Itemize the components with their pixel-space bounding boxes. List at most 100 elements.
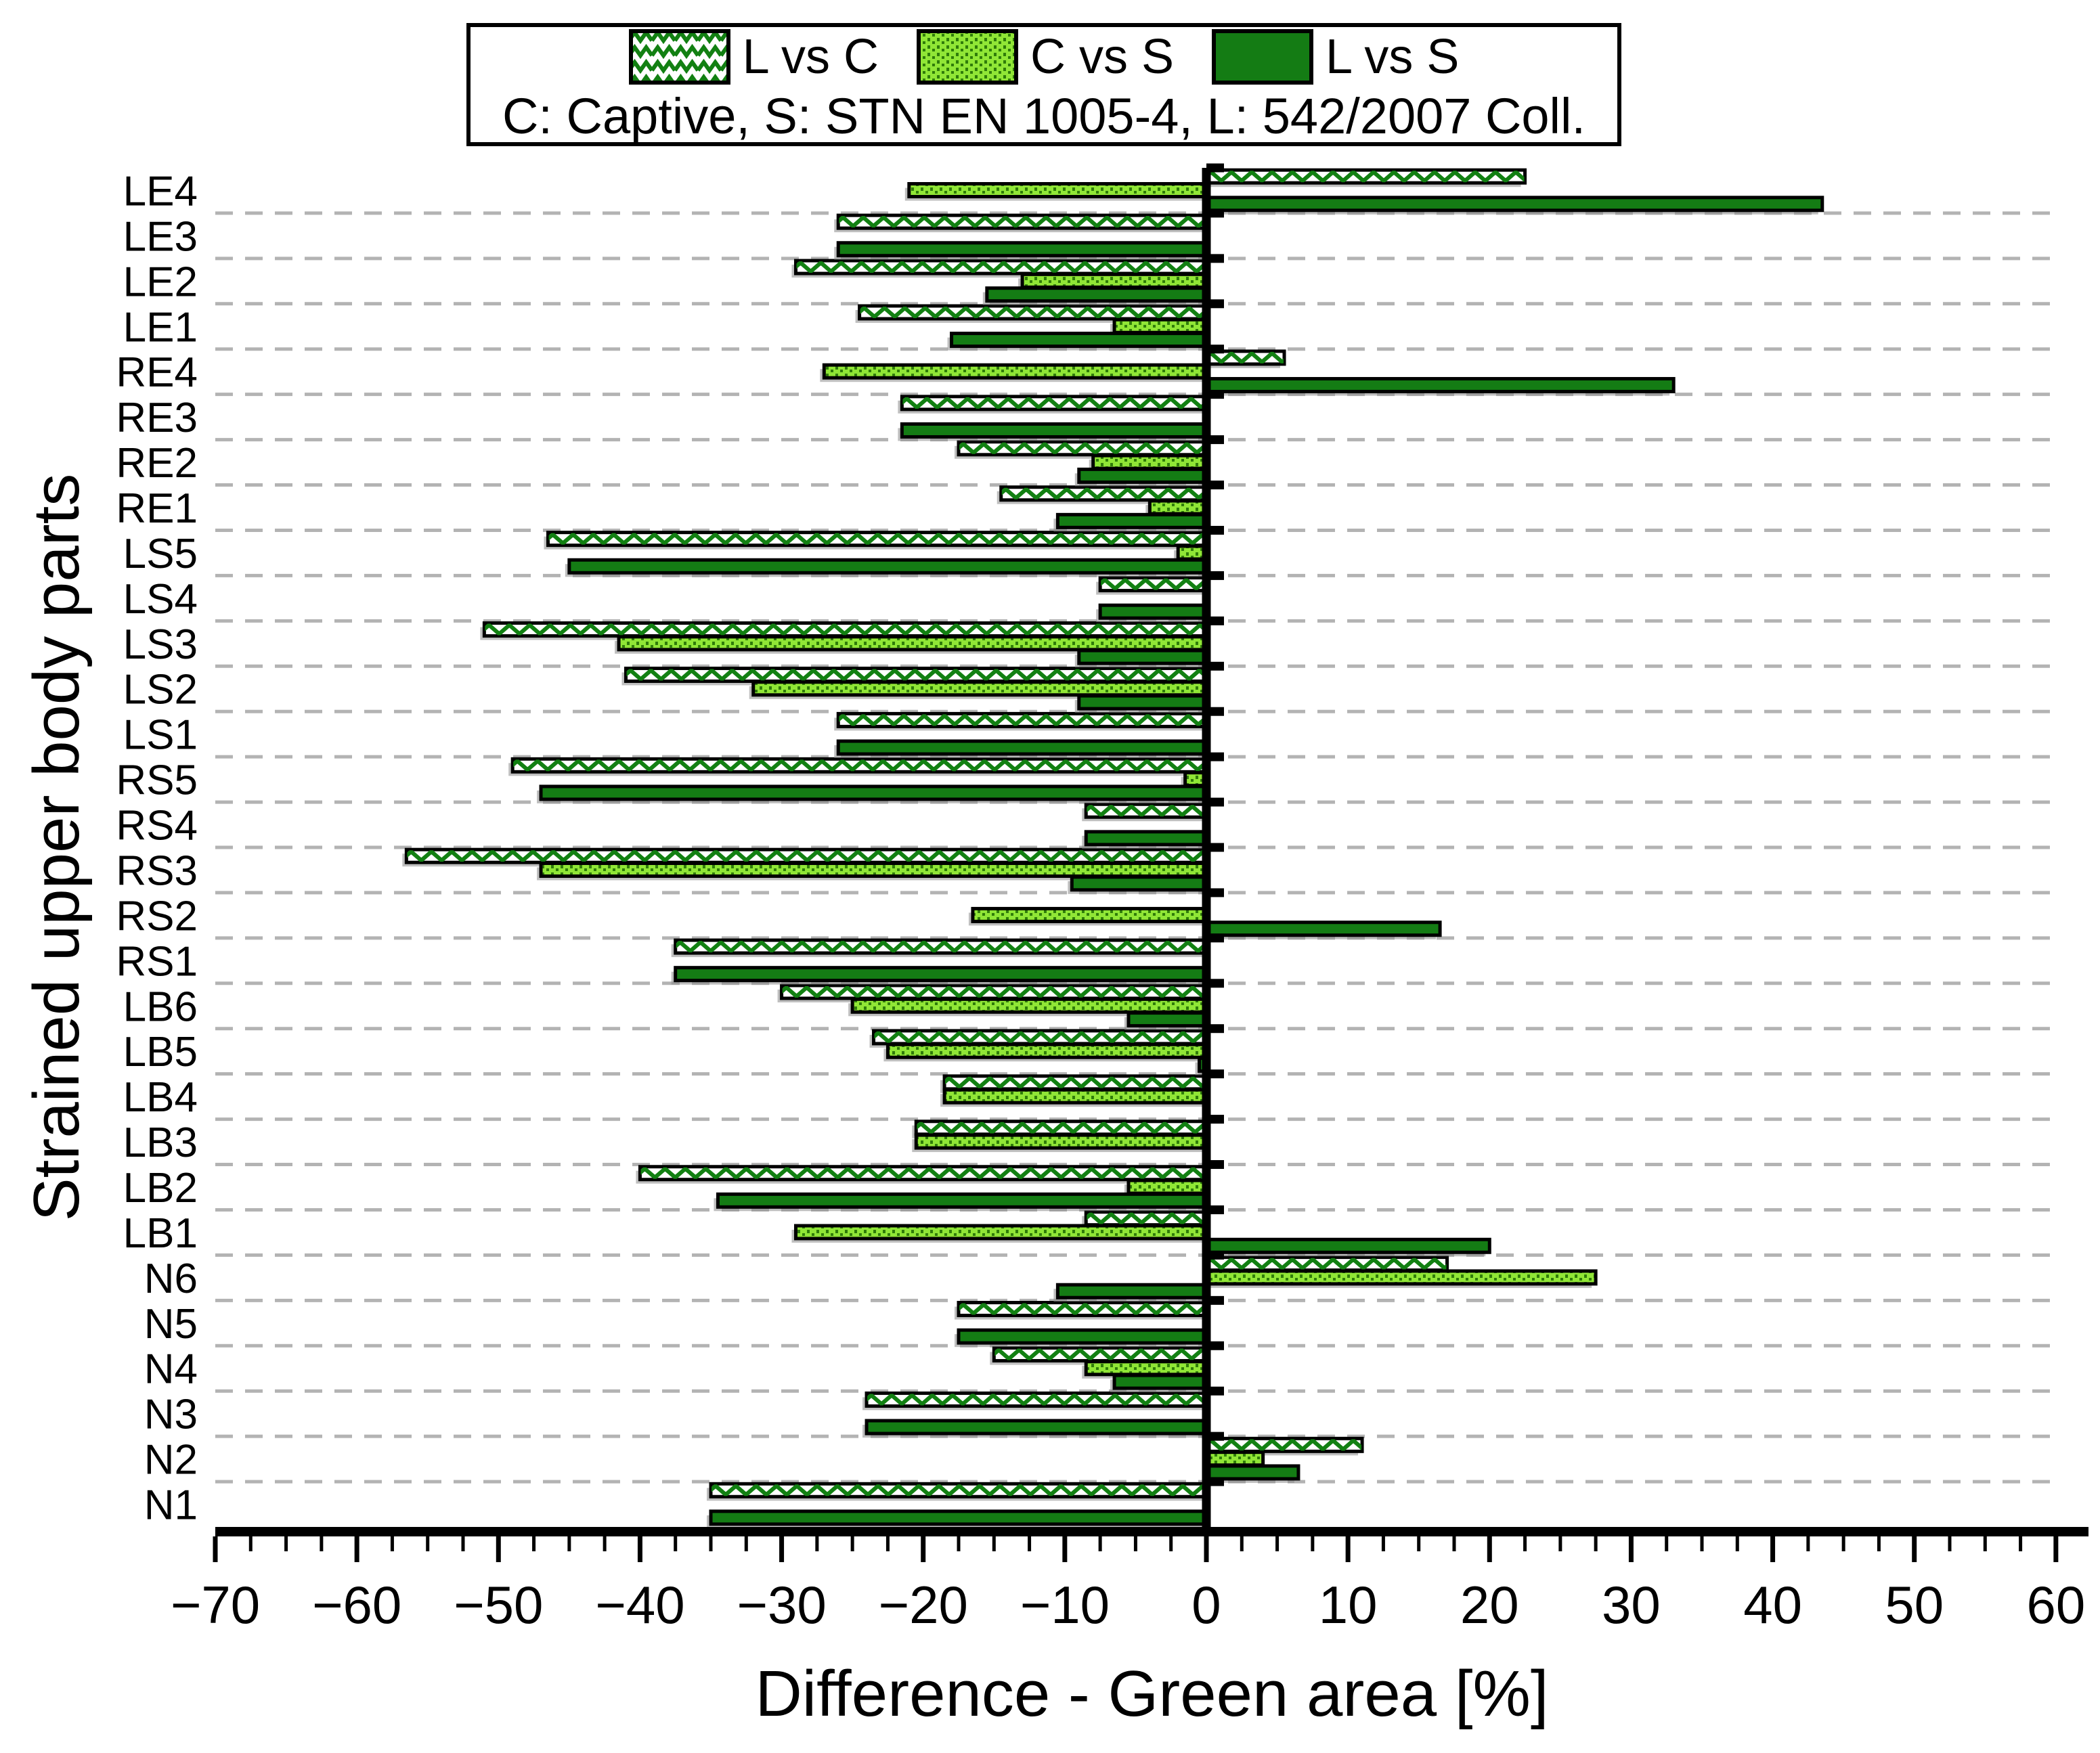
x-major-tick: [1628, 1536, 1634, 1562]
bar-RE2-LvsS: [1077, 467, 1208, 484]
x-tick-label: 30: [1602, 1575, 1661, 1635]
category-label-RE1: RE1: [116, 485, 198, 532]
hatch-zigzag-icon: [626, 669, 1206, 681]
hatch-zigzag-icon: [1087, 805, 1206, 817]
hatch-zigzag-icon: [676, 941, 1206, 953]
x-minor-tick: [1877, 1536, 1881, 1551]
category-label-N2: N2: [144, 1437, 198, 1484]
bar-RE3-LvsS: [900, 422, 1208, 439]
bar-N2-LvsS: [1204, 1464, 1300, 1481]
bar-N6-LvsS: [1055, 1283, 1208, 1300]
bar-RS2-CvsS: [971, 906, 1208, 923]
hatch-zigzag-icon: [796, 261, 1206, 273]
x-minor-tick: [885, 1536, 890, 1551]
x-minor-tick: [1240, 1536, 1244, 1551]
bar-RE1-CvsS: [1147, 499, 1208, 516]
x-minor-tick: [744, 1536, 748, 1551]
bar-RS3-CvsS: [539, 862, 1208, 878]
zero-axis-tick: [1206, 525, 1224, 535]
category-label-LS4: LS4: [123, 576, 198, 623]
x-major-tick: [921, 1536, 926, 1562]
x-minor-tick: [461, 1536, 465, 1551]
zero-axis-tick: [1206, 888, 1224, 897]
bar-N3-LvsS: [865, 1419, 1208, 1436]
bar-LB3-CvsS: [914, 1133, 1208, 1150]
zero-axis-tick: [1206, 979, 1224, 988]
x-minor-tick: [320, 1536, 324, 1551]
zero-axis-tick: [1206, 481, 1224, 490]
category-label-LB6: LB6: [123, 983, 198, 1030]
x-minor-tick: [248, 1536, 253, 1551]
x-minor-tick: [1275, 1536, 1279, 1551]
hatch-zigzag-icon: [959, 1303, 1206, 1315]
zero-axis-tick: [1206, 1069, 1224, 1079]
x-minor-tick: [1948, 1536, 1952, 1551]
bar-LE3-LvsS: [836, 241, 1208, 258]
bar-LE4-CvsS: [907, 182, 1208, 198]
bar-LB6-CvsS: [850, 997, 1208, 1014]
bar-RS1-LvsS: [674, 966, 1208, 983]
zero-axis-tick: [1206, 163, 1224, 173]
category-label-RS1: RS1: [116, 938, 198, 985]
x-minor-tick: [390, 1536, 394, 1551]
x-tick-label: −40: [595, 1575, 684, 1635]
x-major-tick: [1487, 1536, 1492, 1562]
hatch-zigzag-icon: [1207, 1439, 1362, 1451]
zero-axis-tick: [1206, 571, 1224, 580]
zero-axis-tick: [1206, 254, 1224, 263]
hatch-zigzag-icon: [959, 442, 1206, 454]
zero-axis-tick: [1206, 1250, 1224, 1260]
category-label-LB5: LB5: [123, 1029, 198, 1075]
x-minor-tick: [1133, 1536, 1137, 1551]
category-label-RE2: RE2: [116, 440, 198, 487]
bar-LB4-CvsS: [942, 1088, 1208, 1105]
category-label-RS5: RS5: [116, 757, 198, 804]
x-major-tick: [496, 1536, 501, 1562]
bar-N4-CvsS: [1084, 1360, 1208, 1377]
legend-swatch-solid-icon: [1212, 29, 1313, 85]
x-minor-tick: [1806, 1536, 1810, 1551]
zero-axis-tick: [1206, 752, 1224, 761]
x-tick-label: 20: [1460, 1575, 1519, 1635]
x-minor-tick: [709, 1536, 713, 1551]
zero-axis-tick: [1206, 616, 1224, 625]
x-major-tick: [1204, 1536, 1209, 1562]
x-tick-label: −50: [454, 1575, 543, 1635]
category-label-RE3: RE3: [116, 395, 198, 441]
x-minor-tick: [1594, 1536, 1598, 1551]
bar-RE2-CvsS: [1091, 453, 1208, 470]
x-axis-line: [215, 1527, 2088, 1536]
hatch-zigzag-icon: [902, 397, 1206, 409]
x-minor-tick: [992, 1536, 996, 1551]
hatch-zigzag-icon: [407, 850, 1206, 862]
x-minor-tick: [567, 1536, 571, 1551]
bar-LE1-CvsS: [1112, 317, 1208, 334]
zero-axis-tick: [1206, 843, 1224, 852]
category-label-N6: N6: [144, 1256, 198, 1302]
bar-RS3-LvsS: [1070, 875, 1208, 892]
x-minor-tick: [1665, 1536, 1669, 1551]
x-minor-tick: [532, 1536, 536, 1551]
bar-LB1-LvsS: [1204, 1237, 1491, 1254]
x-major-tick: [213, 1536, 218, 1562]
hatch-zigzag-icon: [839, 714, 1206, 726]
zero-axis-tick: [1206, 345, 1224, 354]
x-major-tick: [354, 1536, 359, 1562]
x-tick-label: −10: [1020, 1575, 1110, 1635]
x-minor-tick: [1523, 1536, 1527, 1551]
zero-axis-tick: [1206, 208, 1224, 218]
hatch-zigzag-icon: [867, 1394, 1206, 1406]
x-minor-tick: [850, 1536, 854, 1551]
x-minor-tick: [1983, 1536, 1987, 1551]
x-tick-label: −20: [879, 1575, 968, 1635]
bar-LB6-LvsS: [1126, 1011, 1208, 1028]
zero-axis-tick: [1206, 435, 1224, 445]
bar-LE2-LvsS: [985, 286, 1208, 303]
category-label-RS3: RS3: [116, 847, 198, 894]
bar-N6-CvsS: [1204, 1269, 1598, 1286]
x-major-tick: [1912, 1536, 1917, 1562]
x-tick-label: 60: [2026, 1575, 2085, 1635]
hatch-zigzag-icon: [1207, 1258, 1447, 1270]
